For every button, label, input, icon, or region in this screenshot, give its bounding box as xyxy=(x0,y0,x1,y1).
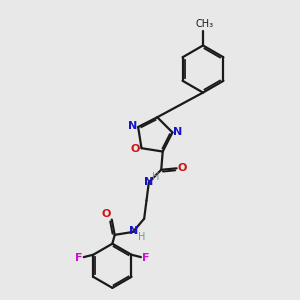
Text: O: O xyxy=(177,163,187,173)
Text: O: O xyxy=(131,144,140,154)
Text: H: H xyxy=(138,232,146,242)
Text: H: H xyxy=(152,172,160,182)
Text: N: N xyxy=(144,178,153,188)
Text: CH₃: CH₃ xyxy=(195,19,213,29)
Text: F: F xyxy=(75,253,83,263)
Text: O: O xyxy=(102,209,111,219)
Text: N: N xyxy=(129,226,138,236)
Text: F: F xyxy=(142,253,149,263)
Text: N: N xyxy=(173,127,182,137)
Text: N: N xyxy=(128,121,137,131)
